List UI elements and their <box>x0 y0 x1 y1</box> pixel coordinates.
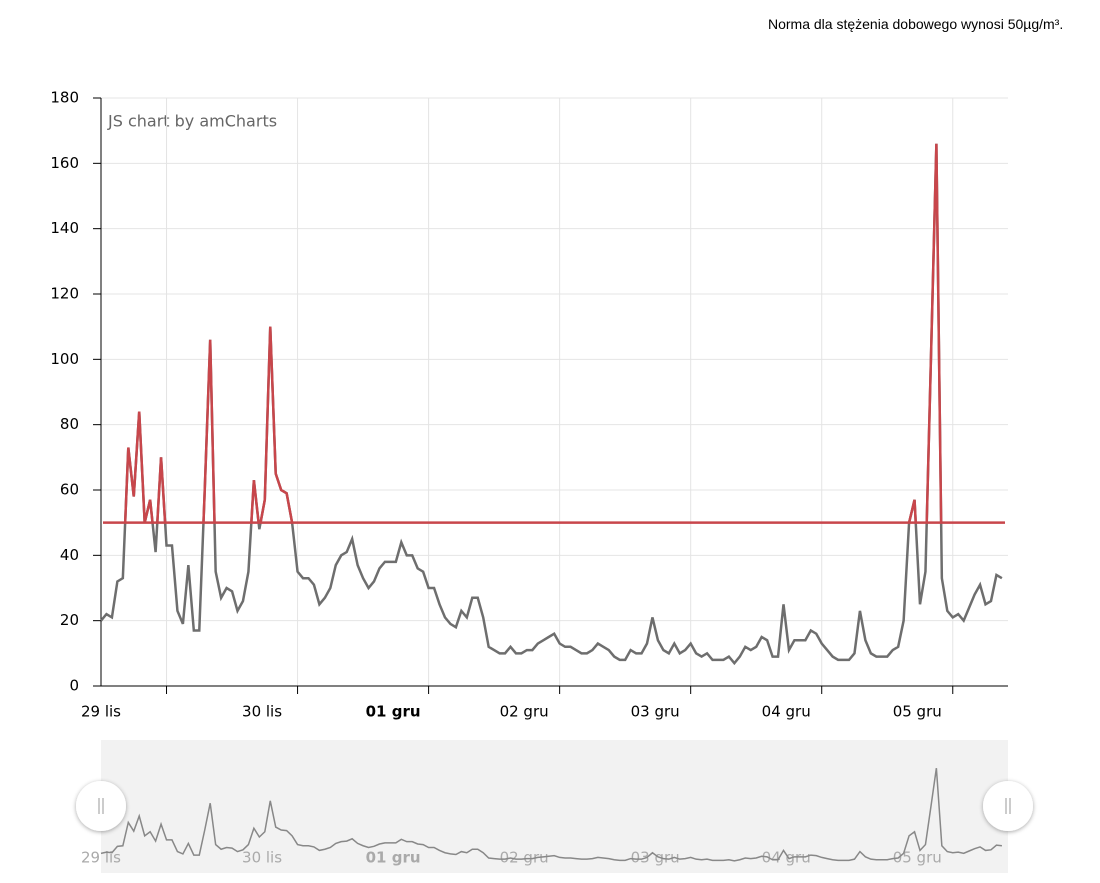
y-tick-label: 120 <box>50 285 79 303</box>
scrollbar-label: 01 gru <box>366 849 421 867</box>
scrollbar-label: 02 gru <box>500 849 549 867</box>
x-tick-label: 04 gru <box>762 703 811 721</box>
y-tick-label: 0 <box>69 677 79 695</box>
scrollbar-label: 03 gru <box>631 849 680 867</box>
y-tick-label: 20 <box>60 611 79 629</box>
y-tick-label: 140 <box>50 219 79 237</box>
x-tick-label: 29 lis <box>81 703 121 721</box>
y-tick-label: 80 <box>60 415 79 433</box>
scrollbar-line <box>100 768 1002 862</box>
annotation: Norma dla stężenia dobowego wynosi 50µg/… <box>768 16 1064 32</box>
scrollbar-label: 04 gru <box>762 849 811 867</box>
data-line <box>100 143 1003 666</box>
watermark: JS chart by amCharts <box>107 112 277 131</box>
scrollbar-handle[interactable] <box>983 781 1033 831</box>
y-tick-label: 180 <box>50 89 79 107</box>
y-tick-label: 40 <box>60 546 79 564</box>
scrollbar-background <box>101 740 1008 873</box>
x-tick-label: 01 gru <box>366 703 421 721</box>
x-tick-label: 05 gru <box>893 703 942 721</box>
scrollbar-handle[interactable] <box>76 781 126 831</box>
scrollbar-label: 05 gru <box>893 849 942 867</box>
y-tick-label: 100 <box>50 350 79 368</box>
scrollbar-label: 30 lis <box>242 849 282 867</box>
x-tick-label: 30 lis <box>242 703 282 721</box>
x-tick-label: 02 gru <box>500 703 549 721</box>
scrollbar-label: 29 lis <box>81 849 121 867</box>
y-tick-label: 60 <box>60 481 79 499</box>
data-line-above-threshold <box>123 143 943 523</box>
x-tick-label: 03 gru <box>631 703 680 721</box>
y-tick-label: 160 <box>50 154 79 172</box>
